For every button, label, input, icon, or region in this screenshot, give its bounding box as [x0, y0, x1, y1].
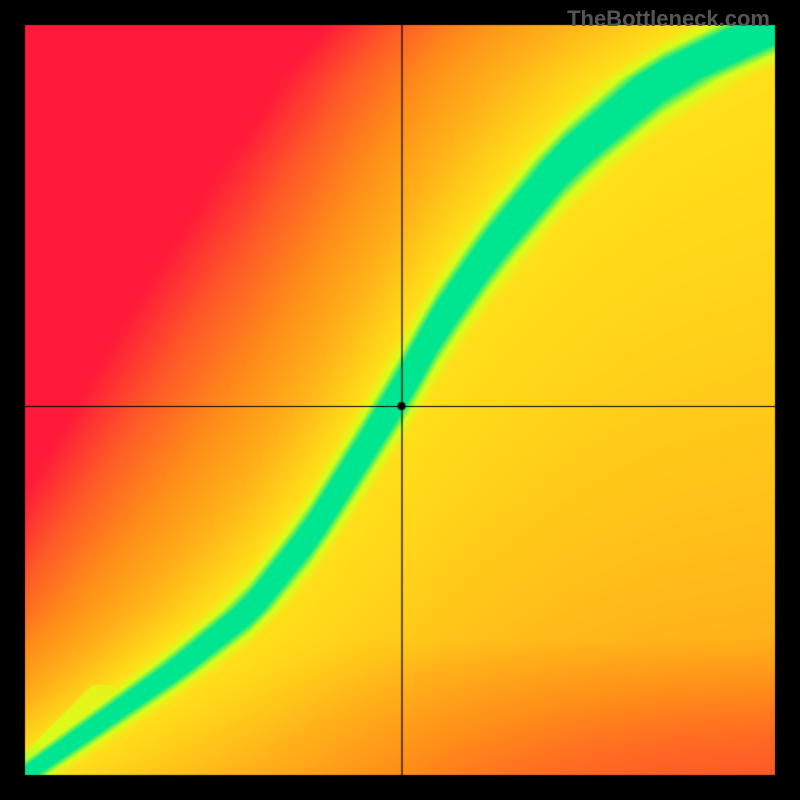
bottleneck-heatmap: [0, 0, 800, 800]
root-container: { "canvas": { "full_size": 800, "black_m…: [0, 0, 800, 800]
watermark-text: TheBottleneck.com: [567, 6, 770, 32]
